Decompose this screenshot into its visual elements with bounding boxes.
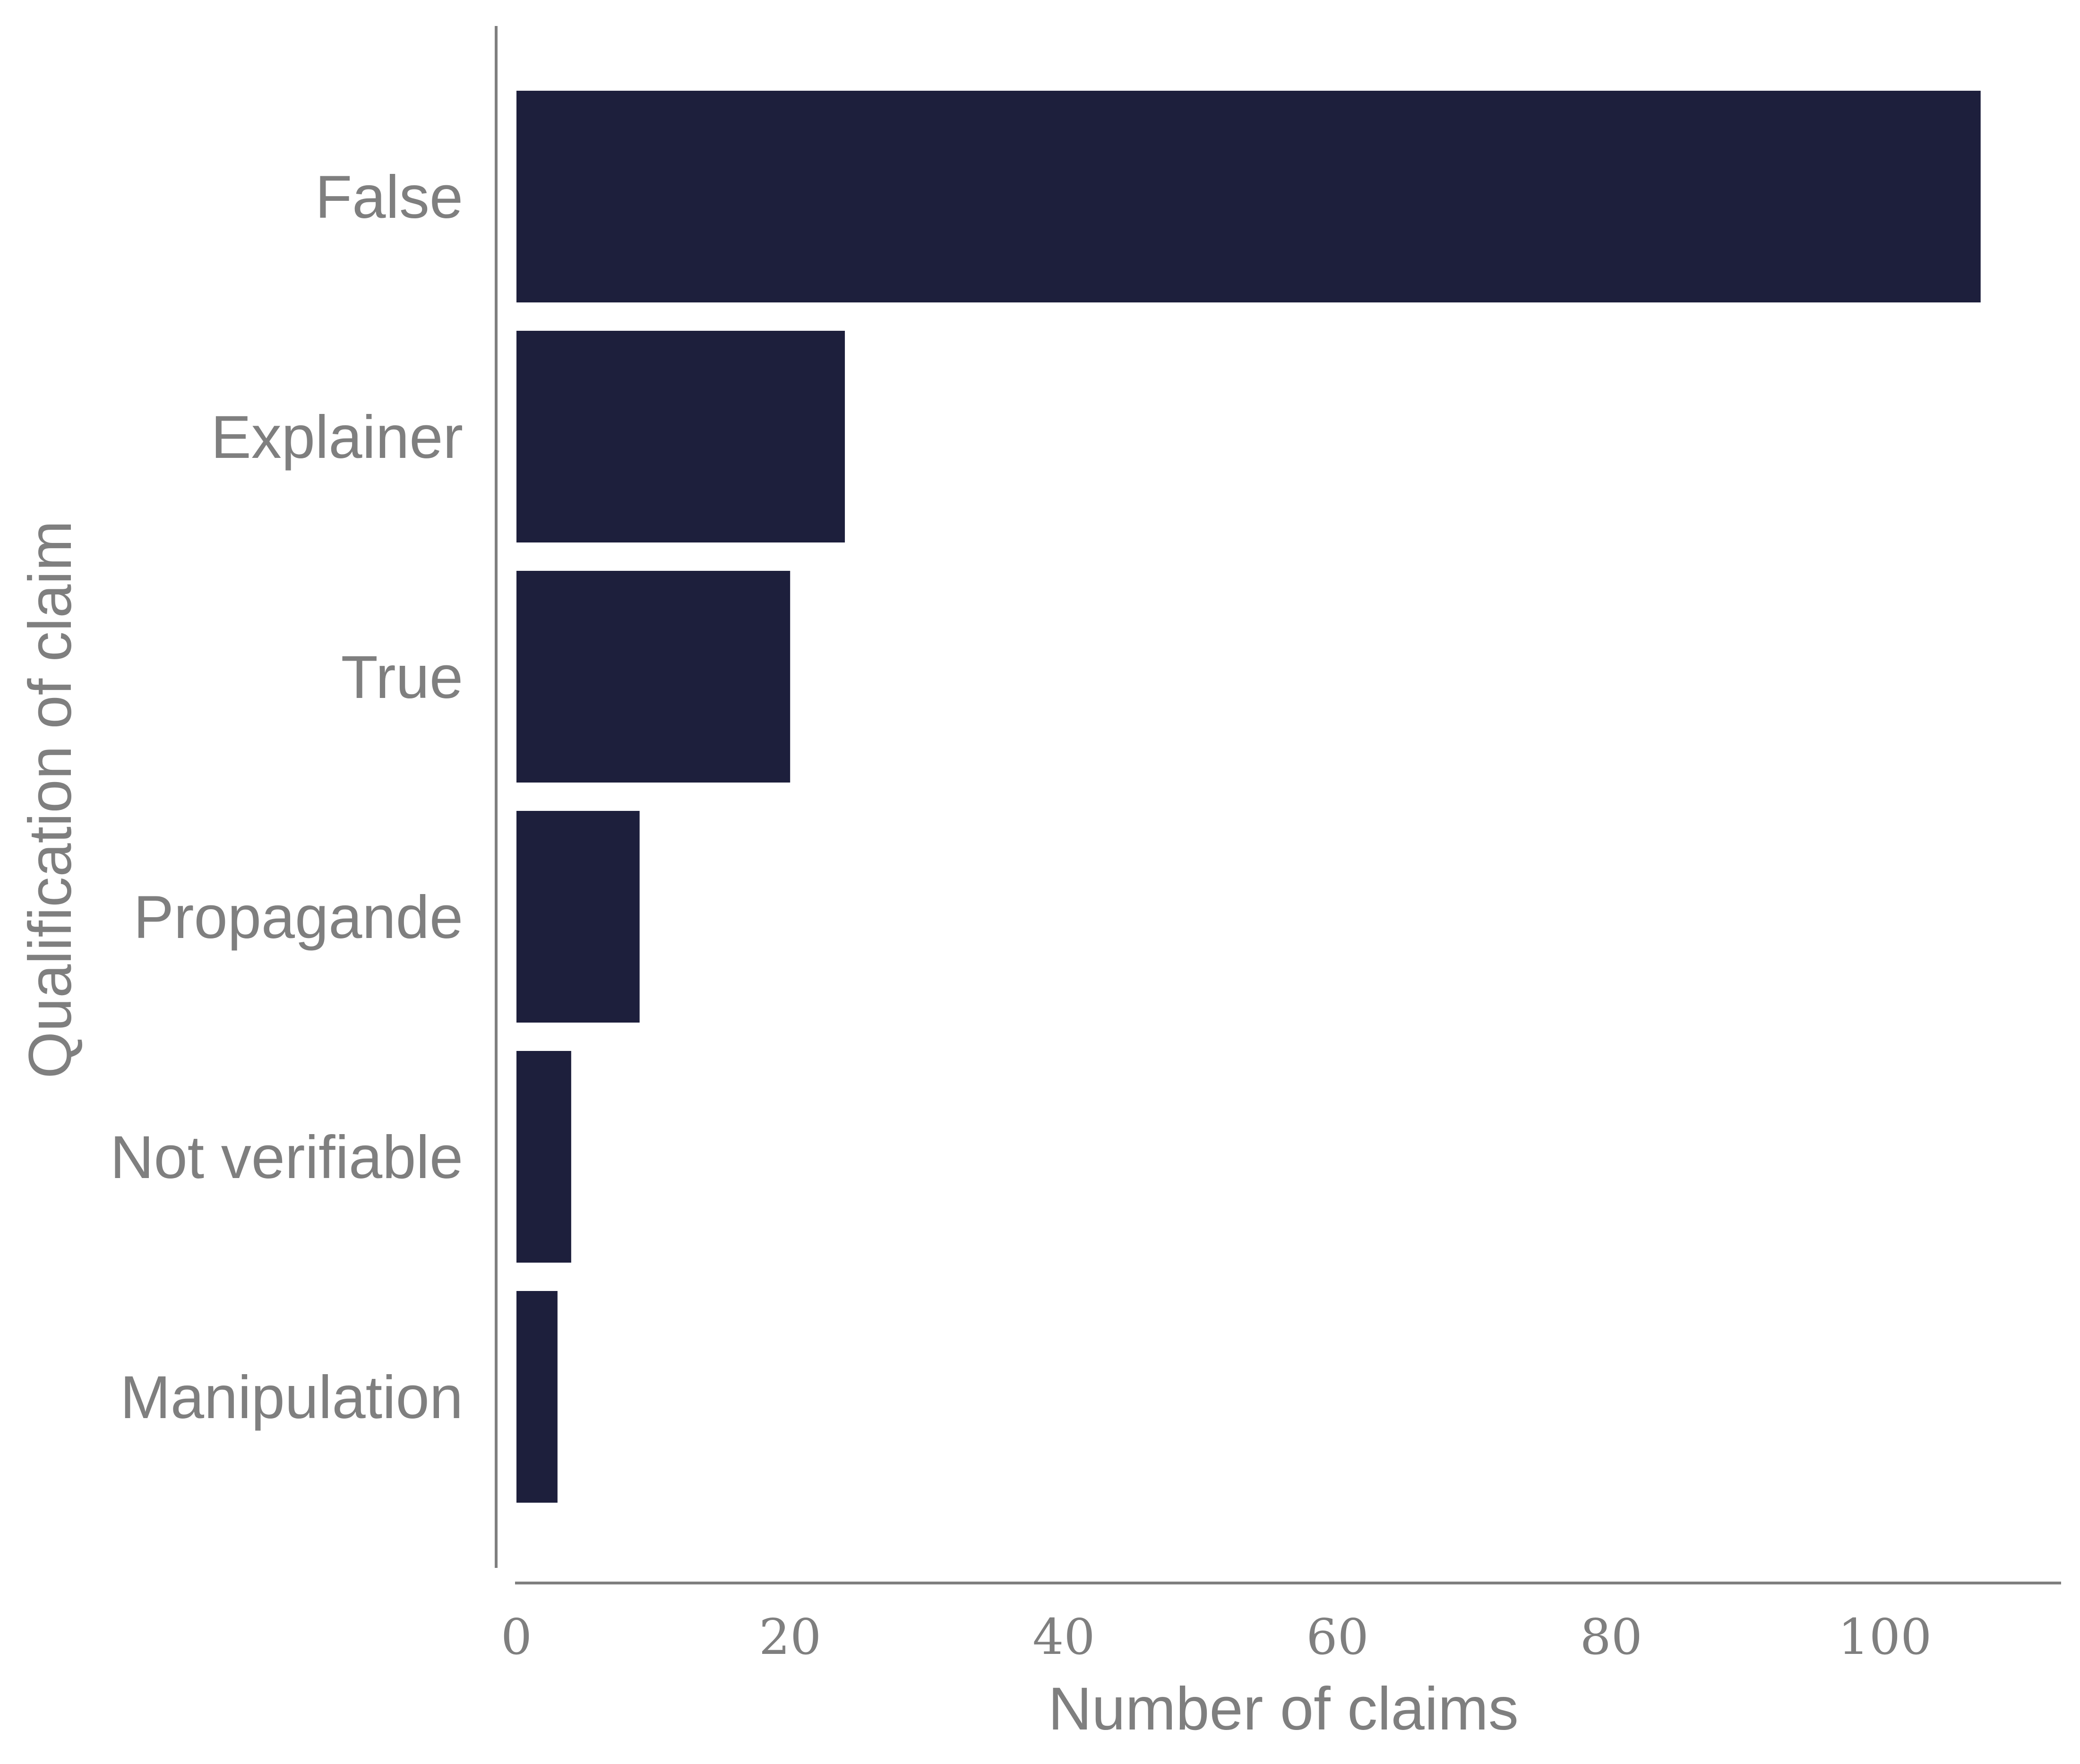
x-tick-label: 40 [1032, 1608, 1095, 1666]
category-label: Not verifiable [110, 1124, 463, 1191]
x-tick-label: 60 [1306, 1608, 1368, 1666]
x-tick-label: 20 [759, 1608, 821, 1666]
category-label: False [315, 163, 463, 231]
bar-true [516, 571, 791, 783]
bar-manipulation [516, 1291, 558, 1503]
x-tick-label: 100 [1838, 1608, 1932, 1666]
bar-explainer [516, 331, 845, 542]
x-tick-labels: 0 20 40 60 80 100 [501, 1608, 1932, 1666]
x-tick-label: 0 [501, 1608, 532, 1666]
category-labels: False Explainer True Propagande Not verifiab… [110, 163, 463, 1431]
y-axis-title: Qualification of claim [17, 521, 84, 1079]
category-label: Explainer [211, 404, 463, 471]
category-label: Propagande [134, 884, 464, 951]
bar-propagande [516, 811, 640, 1023]
bars-group [516, 91, 1981, 1503]
category-label: True [341, 644, 463, 711]
x-axis-title: Number of claims [1048, 1675, 1519, 1743]
bar-not-verifiable [516, 1051, 571, 1263]
bar-false [516, 91, 1981, 302]
x-tick-label: 80 [1580, 1608, 1642, 1666]
category-label: Manipulation [120, 1364, 463, 1431]
